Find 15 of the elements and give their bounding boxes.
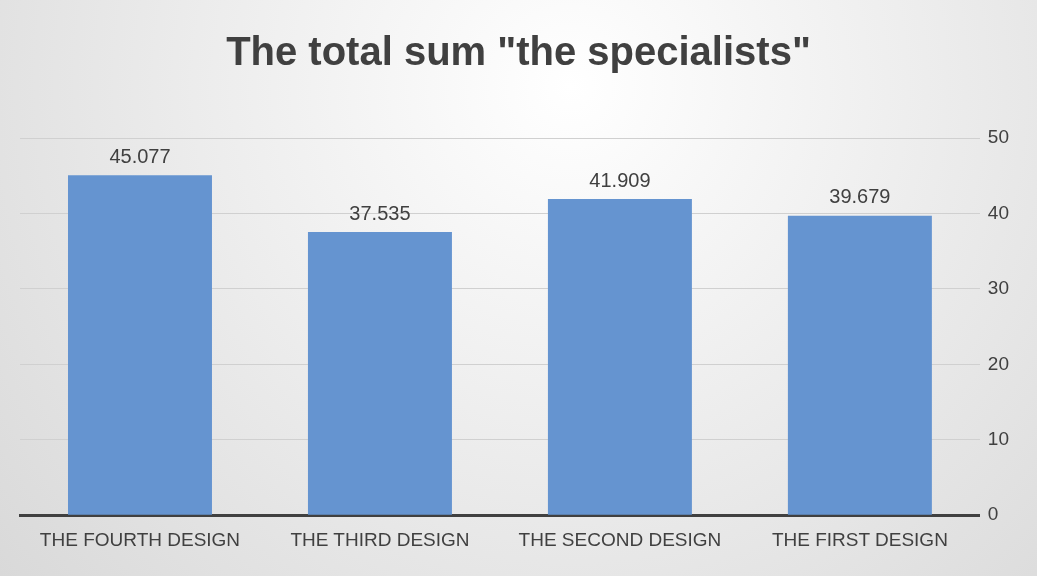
y-tick-label: 50: [987, 126, 1010, 148]
y-tick-label: 20: [987, 352, 1010, 374]
y-tick-label: 30: [987, 277, 1010, 299]
y-tick-label: 10: [987, 427, 1010, 449]
x-tick-label: THE THIRD DESIGN: [290, 528, 470, 550]
chart-title: The total sum "the specialists": [226, 29, 811, 74]
data-label: 39.679: [829, 185, 891, 208]
y-tick-label: 40: [987, 201, 1010, 223]
y-tick-label: 0: [987, 503, 999, 525]
x-tick-label: THE FIRST DESIGN: [771, 528, 948, 550]
data-label: 37.535: [349, 201, 411, 224]
x-tick-label: THE FOURTH DESIGN: [39, 528, 241, 550]
data-label: 41.909: [589, 168, 651, 191]
x-tick-label: THE SECOND DESIGN: [518, 528, 722, 550]
data-label: 45.077: [109, 144, 171, 167]
